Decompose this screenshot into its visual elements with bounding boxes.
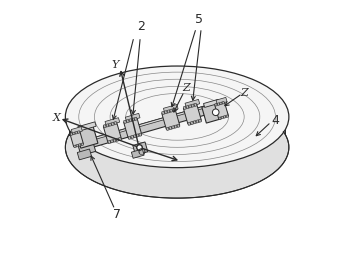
Polygon shape [76,144,79,147]
Polygon shape [65,94,289,198]
Polygon shape [164,110,167,114]
Polygon shape [71,127,82,134]
Polygon shape [196,120,199,123]
Text: Y: Y [111,60,119,70]
Polygon shape [166,127,169,131]
Polygon shape [183,104,201,124]
Polygon shape [74,145,76,148]
Polygon shape [119,137,121,141]
Polygon shape [91,104,213,141]
Text: X: X [53,113,60,123]
Polygon shape [133,142,148,155]
Text: 4: 4 [271,114,279,127]
Polygon shape [186,105,189,109]
Polygon shape [216,97,227,105]
Polygon shape [134,117,137,120]
Text: 5: 5 [195,12,203,26]
Polygon shape [136,134,139,137]
Polygon shape [162,109,180,129]
Polygon shape [222,101,225,104]
Text: Z: Z [182,83,190,93]
Text: O: O [137,148,145,157]
Polygon shape [177,124,180,128]
Polygon shape [125,113,140,122]
Polygon shape [106,124,109,127]
Polygon shape [170,109,173,112]
Polygon shape [77,149,92,160]
Polygon shape [116,138,119,141]
Polygon shape [173,108,175,112]
Polygon shape [174,125,177,128]
Polygon shape [188,105,192,108]
Ellipse shape [65,97,289,198]
Polygon shape [128,136,131,139]
Polygon shape [129,119,132,122]
Polygon shape [126,119,129,123]
Polygon shape [194,103,197,106]
Polygon shape [226,115,228,118]
Polygon shape [172,126,175,129]
Polygon shape [132,118,135,121]
Polygon shape [191,121,194,125]
Polygon shape [111,140,114,143]
Polygon shape [167,110,170,113]
Polygon shape [103,124,106,128]
Polygon shape [131,135,134,139]
Polygon shape [108,123,112,126]
Polygon shape [105,118,120,126]
Polygon shape [203,99,219,107]
Polygon shape [183,106,186,109]
Polygon shape [217,103,220,105]
Polygon shape [111,122,114,125]
Polygon shape [113,139,116,142]
Polygon shape [191,104,194,107]
Polygon shape [162,111,165,115]
Polygon shape [215,103,217,106]
Polygon shape [163,104,178,113]
Polygon shape [185,99,200,108]
Text: 2: 2 [138,20,145,33]
Polygon shape [215,102,228,119]
Polygon shape [77,131,80,133]
Polygon shape [220,102,222,105]
Polygon shape [89,104,214,148]
Polygon shape [114,121,117,125]
Polygon shape [76,126,98,148]
Polygon shape [223,116,226,118]
Ellipse shape [65,66,289,168]
Polygon shape [199,119,201,122]
Polygon shape [73,132,75,135]
Polygon shape [108,140,111,144]
Circle shape [213,109,219,116]
Polygon shape [169,126,172,130]
Polygon shape [124,118,142,138]
Polygon shape [123,120,126,123]
Text: Z: Z [241,88,248,98]
Polygon shape [78,122,96,131]
Polygon shape [188,122,191,125]
Polygon shape [134,135,136,138]
Polygon shape [75,131,78,134]
Polygon shape [70,133,73,136]
Polygon shape [193,121,196,124]
Polygon shape [81,143,83,146]
Text: 7: 7 [114,208,121,221]
Polygon shape [202,103,221,123]
Polygon shape [103,123,121,142]
Polygon shape [70,132,83,147]
Polygon shape [219,117,221,120]
Polygon shape [139,133,142,136]
Polygon shape [78,142,96,155]
Polygon shape [221,116,224,119]
Polygon shape [78,144,81,146]
Polygon shape [132,149,144,158]
